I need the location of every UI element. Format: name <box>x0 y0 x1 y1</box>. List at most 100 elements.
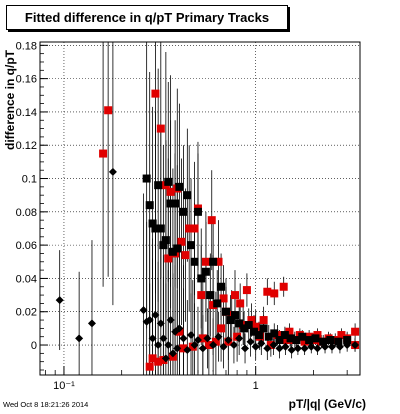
data-point-diamond <box>168 349 177 358</box>
data-point-diamond <box>55 296 64 305</box>
data-point-black-square <box>213 299 222 308</box>
data-point-black-square <box>156 224 165 233</box>
data-point-diamond <box>307 342 316 351</box>
data-point-diamond <box>321 342 330 351</box>
data-point-red-square <box>279 282 288 291</box>
data-point-black-square <box>154 181 163 190</box>
data-point-red-square <box>207 216 216 225</box>
y-tick-label: 0.06 <box>16 240 37 252</box>
data-point-black-square <box>240 324 249 333</box>
data-point-diamond <box>327 342 336 351</box>
data-point-red-square <box>351 327 360 336</box>
data-point-red-square <box>145 362 154 371</box>
data-point-diamond <box>229 341 238 350</box>
data-point-black-square <box>221 307 230 316</box>
data-point-black-square <box>151 224 160 233</box>
data-point-red-square <box>154 357 163 366</box>
y-tick-label: 0.02 <box>16 307 37 319</box>
data-point-red-square <box>159 356 168 365</box>
data-point-red-square <box>209 301 218 310</box>
data-point-red-square <box>300 337 309 346</box>
data-point-black-square <box>334 337 343 346</box>
y-tick-label: 0.16 <box>16 74 37 86</box>
data-point-diamond <box>173 344 182 353</box>
data-point-black-square <box>206 291 215 300</box>
data-point-red-square <box>236 299 245 308</box>
data-point-diamond <box>156 319 165 328</box>
x-tick-label: 10⁻¹ <box>53 380 75 392</box>
data-point-black-square <box>292 336 301 345</box>
data-point-black-square <box>264 332 273 341</box>
data-point-diamond <box>159 334 168 343</box>
data-point-black-square <box>311 334 320 343</box>
data-point-red-square <box>201 257 210 266</box>
data-point-black-square <box>259 324 268 333</box>
data-point-red-square <box>151 89 160 98</box>
data-point-diamond <box>161 354 170 363</box>
data-point-red-square <box>190 224 199 233</box>
data-point-black-square <box>280 331 289 340</box>
data-point-black-square <box>326 336 335 345</box>
data-point-black-square <box>230 311 239 320</box>
data-point-red-square <box>270 289 279 298</box>
data-point-diamond <box>209 341 218 350</box>
data-point-diamond <box>343 341 352 350</box>
data-point-diamond <box>193 336 202 345</box>
timestamp: Wed Oct 8 18:21:26 2014 <box>3 400 89 409</box>
data-point-diamond <box>313 344 322 353</box>
data-point-red-square <box>104 106 113 115</box>
y-axis-label: difference in q/pT <box>3 49 17 150</box>
data-point-red-square <box>177 237 186 246</box>
data-point-black-square <box>201 267 210 276</box>
data-point-red-square <box>156 124 165 133</box>
data-point-diamond <box>241 344 250 353</box>
data-point-red-square <box>230 291 239 300</box>
data-point-diamond <box>246 337 255 346</box>
data-point-diamond <box>154 341 163 350</box>
data-point-red-square <box>263 287 272 296</box>
data-point-diamond <box>235 334 244 343</box>
data-point-red-square <box>179 344 188 353</box>
y-tick-label: 0.04 <box>16 273 37 285</box>
data-point-black-square <box>159 241 168 250</box>
data-point-black-square <box>164 177 173 186</box>
data-point-red-square <box>164 254 173 263</box>
data-point-diamond <box>214 332 223 341</box>
data-point-diamond <box>335 342 344 351</box>
data-point-black-square <box>343 336 352 345</box>
data-point-red-square <box>247 316 256 325</box>
data-point-red-square <box>197 291 206 300</box>
data-point-diamond <box>287 346 296 355</box>
data-point-black-square <box>217 282 226 291</box>
data-point-diamond <box>300 344 309 353</box>
y-tick-label: 0 <box>31 340 37 352</box>
data-point-diamond <box>190 341 199 350</box>
data-point-diamond <box>179 334 188 343</box>
data-point-diamond <box>269 341 278 350</box>
data-point-red-square <box>214 257 223 266</box>
axes: 0 0.02 0.04 0.06 0.08 0.1 0.12 0.14 0.16 0.18 10⁻¹… <box>16 40 348 392</box>
y-tick-label: 0.08 <box>16 207 37 219</box>
y-axis-label-wrap: difference in q/pT <box>3 50 17 164</box>
data-point-black-square <box>305 336 314 345</box>
data-point-black-square <box>270 329 279 338</box>
data-point-diamond <box>183 346 192 355</box>
data-point-diamond <box>145 316 154 325</box>
data-point-diamond <box>175 324 184 333</box>
data-point-diamond <box>219 342 228 351</box>
data-point-black-square <box>275 336 284 345</box>
data-point-diamond <box>87 319 96 328</box>
data-point-black-square <box>142 174 151 183</box>
data-point-diamond <box>263 344 272 353</box>
data-point-diamond <box>187 331 196 340</box>
data-point-diamond <box>148 334 157 343</box>
data-point-red-square <box>259 316 268 325</box>
data-point-black-square <box>286 334 295 343</box>
data-point-red-square <box>166 187 175 196</box>
data-point-black-square <box>183 191 192 200</box>
data-point-diamond <box>224 336 233 345</box>
data-point-black-square <box>250 327 259 336</box>
data-point-black-square <box>254 331 263 340</box>
data-point-diamond <box>151 311 160 320</box>
